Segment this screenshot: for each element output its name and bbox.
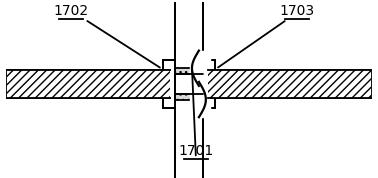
- Bar: [7, 70, 170, 98]
- Bar: [203, 60, 215, 108]
- Bar: [175, 94, 203, 100]
- Bar: [163, 60, 175, 108]
- Bar: [175, 74, 203, 94]
- Text: 1703: 1703: [279, 4, 314, 17]
- Bar: [208, 70, 371, 98]
- Bar: [175, 68, 203, 74]
- Bar: [7, 70, 170, 98]
- Bar: [208, 70, 371, 98]
- Text: 1702: 1702: [54, 4, 89, 17]
- Text: 1701: 1701: [178, 144, 214, 158]
